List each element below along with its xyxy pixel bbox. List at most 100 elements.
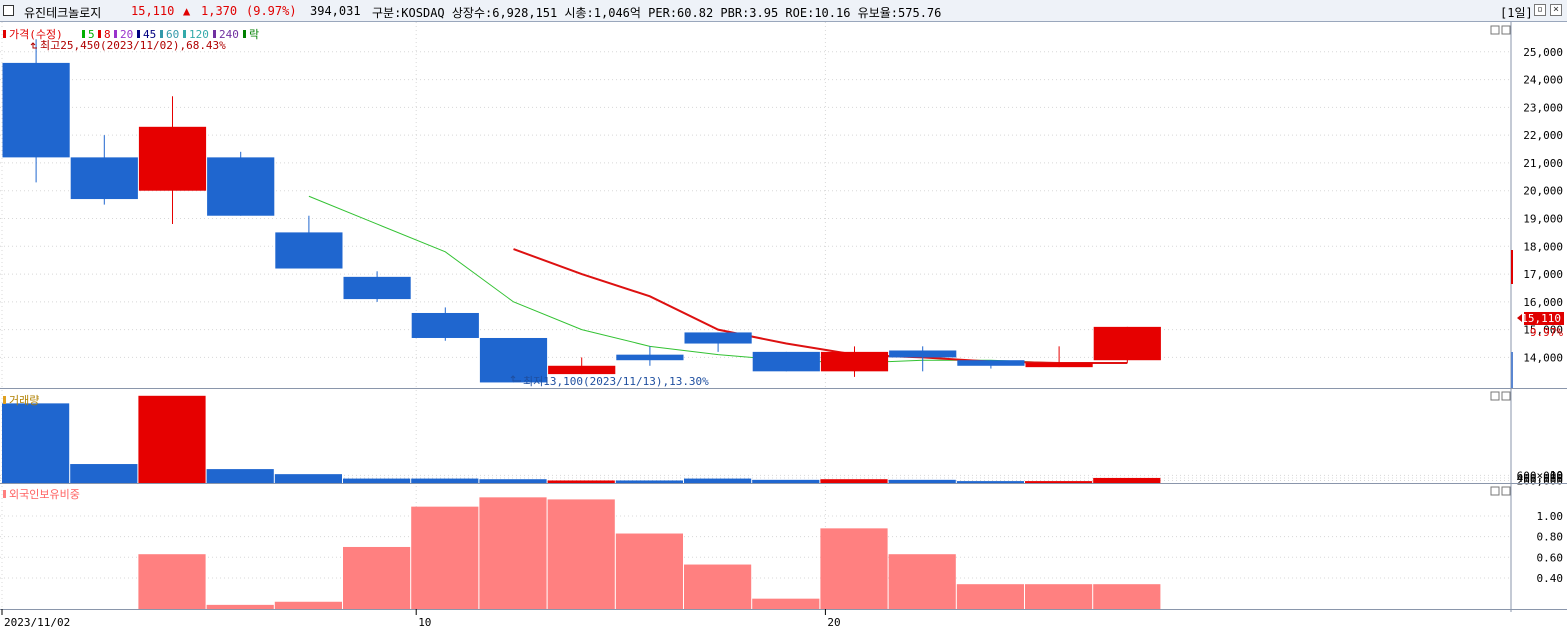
title-bar: 유진테크놀로지 15,110 ▲ 1,370 (9.97%) 394,031 구… bbox=[0, 0, 1567, 22]
ma8-line bbox=[513, 248, 1128, 364]
foreign-pane-controls[interactable] bbox=[1490, 486, 1511, 496]
date-axis: 2023/11/02 10 20 bbox=[1, 609, 841, 629]
volume-bar bbox=[206, 469, 274, 483]
foreign-ratio-bar bbox=[684, 564, 752, 609]
legend-swatch bbox=[213, 30, 216, 38]
foreign-ratio-bar bbox=[956, 584, 1024, 609]
volume-legend-label: 거래량 bbox=[9, 394, 39, 407]
foreign-ratio-bars bbox=[138, 497, 1161, 609]
price-tick-label: 20,000 bbox=[1523, 185, 1563, 198]
low-annotation: 최저13,100(2023/11/13),13.30% bbox=[510, 375, 709, 388]
legend-entry: 8 bbox=[104, 28, 111, 41]
volume-legend: 거래량 bbox=[3, 394, 39, 407]
legend-entry: 45 bbox=[143, 28, 156, 41]
candle-body bbox=[138, 126, 207, 191]
select-checkbox[interactable] bbox=[3, 5, 14, 16]
foreign-ratio-bar bbox=[343, 546, 411, 609]
candle-body bbox=[1093, 326, 1161, 361]
foreign-ratio-bar bbox=[411, 506, 479, 609]
volume-bar bbox=[820, 479, 888, 483]
foreign-ratio-bar bbox=[274, 601, 342, 609]
candle-body bbox=[275, 232, 343, 269]
candle-body bbox=[1025, 362, 1093, 368]
volume-bar bbox=[411, 478, 479, 483]
candle-body bbox=[616, 354, 684, 361]
legend-entry: 120 bbox=[189, 28, 209, 41]
price-tick-label: 19,000 bbox=[1523, 213, 1563, 226]
volume-bar bbox=[70, 464, 138, 483]
change-arrow-icon: ▲ bbox=[183, 4, 191, 18]
price-pane-controls[interactable] bbox=[1490, 25, 1511, 35]
price-legend: 가격(수정) 5 8 20 45 60 120 240 락 bbox=[3, 28, 259, 41]
stock-info: 구분:KOSDAQ 상장수:6,928,151 시총:1,046억 PER:60… bbox=[372, 6, 942, 20]
candle-body bbox=[548, 365, 616, 375]
close-button[interactable]: × bbox=[1550, 4, 1562, 16]
legend-entry: 가격(수정) bbox=[9, 28, 63, 41]
foreign-ratio-bar bbox=[206, 604, 274, 609]
legend-entry: 240 bbox=[219, 28, 239, 41]
price-tick-label: 14,000 bbox=[1523, 351, 1563, 364]
volume-bar bbox=[343, 478, 411, 483]
volume-pane-controls[interactable] bbox=[1490, 391, 1511, 401]
price-tick-label: 24,000 bbox=[1523, 74, 1563, 87]
high-annotation-label: 최고25,450(2023/11/02),68.43% bbox=[40, 39, 226, 52]
foreign-legend: 외국인보유비중 bbox=[3, 488, 80, 501]
foreign-legend-label: 외국인보유비중 bbox=[9, 488, 80, 501]
price-tick-label: 18,000 bbox=[1523, 240, 1563, 253]
candle-body bbox=[479, 337, 548, 383]
foreign-ratio-bar bbox=[1025, 584, 1093, 609]
candle-body bbox=[207, 157, 275, 216]
current-price: 15,110 bbox=[131, 4, 175, 18]
candle-body bbox=[2, 62, 70, 158]
candle-body bbox=[752, 351, 820, 372]
legend-swatch bbox=[3, 30, 6, 38]
price-change: 1,370 bbox=[201, 4, 238, 18]
price-tick-label: 17,000 bbox=[1523, 268, 1563, 281]
volume-bar bbox=[547, 480, 615, 483]
candle-body bbox=[684, 332, 752, 344]
price-tick-label: 15,000 bbox=[1523, 324, 1563, 337]
legend-swatch bbox=[243, 30, 246, 38]
date-tick-label: 10 bbox=[418, 616, 431, 629]
legend-entry: 20 bbox=[120, 28, 133, 41]
stock-name: 유진테크놀로지 bbox=[24, 6, 102, 20]
candle-body bbox=[70, 157, 138, 200]
legend-swatch bbox=[160, 30, 163, 38]
volume-bar bbox=[1025, 481, 1093, 483]
price-tick-label: 21,000 bbox=[1523, 157, 1563, 170]
volume-tick-label: 200,000 bbox=[1517, 474, 1563, 487]
restore-button[interactable]: ▫ bbox=[1534, 4, 1546, 16]
legend-swatch bbox=[82, 30, 85, 38]
foreign-tick-label: 1.00 bbox=[1537, 510, 1564, 523]
volume-tick-label: 400,000 bbox=[1517, 472, 1563, 485]
volume-bars bbox=[2, 395, 1161, 483]
volume-bar bbox=[752, 479, 820, 483]
trade-volume: 394,031 bbox=[310, 4, 361, 18]
low-annotation-label: 최저13,100(2023/11/13),13.30% bbox=[523, 375, 709, 388]
price-tick-label: 25,000 bbox=[1523, 46, 1563, 59]
period-selector[interactable]: [1일] bbox=[1500, 6, 1533, 20]
candle-body bbox=[889, 350, 957, 358]
foreign-ratio-bar bbox=[1093, 584, 1161, 609]
legend-swatch bbox=[137, 30, 140, 38]
date-tick-label: 2023/11/02 bbox=[4, 616, 70, 629]
ma8-series bbox=[513, 248, 1128, 364]
foreign-tick-label: 0.80 bbox=[1537, 531, 1564, 544]
price-tag-value: 15,110 bbox=[1521, 312, 1561, 325]
foreign-ratio-bar bbox=[752, 598, 820, 609]
volume-bar bbox=[888, 479, 956, 483]
foreign-tick-label: 0.60 bbox=[1537, 551, 1564, 564]
price-tick-label: 22,000 bbox=[1523, 129, 1563, 142]
foreign-ratio-bar bbox=[479, 497, 547, 609]
price-change-pct: (9.97%) bbox=[246, 4, 297, 18]
volume-bar bbox=[956, 481, 1024, 483]
legend-entry: 60 bbox=[166, 28, 179, 41]
chart-area: 14,000 15,000 16,000 17,000 18,000 19,000 20,0… bbox=[0, 22, 1567, 630]
legend-entry: 5 bbox=[88, 28, 95, 41]
volume-bar bbox=[1093, 477, 1161, 483]
price-axis: 14,000 15,000 16,000 17,000 18,000 19,000 20,0… bbox=[1523, 46, 1563, 365]
candle-body bbox=[957, 360, 1025, 366]
foreign-ratio-bar bbox=[138, 554, 206, 609]
legend-swatch bbox=[114, 30, 117, 38]
